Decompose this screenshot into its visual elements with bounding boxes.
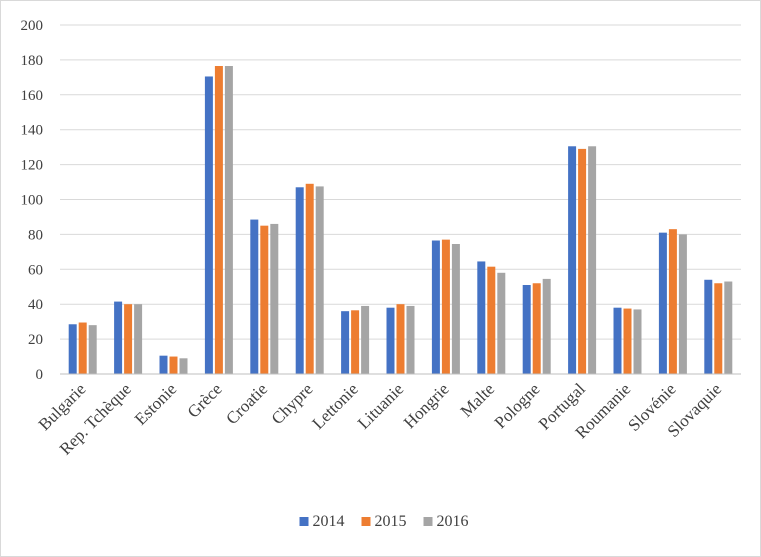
y-tick-label: 120 <box>21 158 44 174</box>
bar-2015 <box>623 308 632 374</box>
bar-2014 <box>613 307 622 374</box>
y-axis-tick-labels: 0 20 40 60 80 100 120 140 160 180 200 <box>21 18 44 383</box>
bar-2016 <box>270 223 279 374</box>
y-tick-label: 100 <box>21 193 44 209</box>
legend: 2014 2015 2016 <box>299 513 469 530</box>
bar-2015 <box>714 283 723 374</box>
bar-2014 <box>114 301 123 374</box>
bar-2016 <box>497 272 506 374</box>
bar-2014 <box>204 76 213 374</box>
x-category-label: Croatie <box>222 379 271 428</box>
bar-2016 <box>224 66 233 374</box>
bar-2015 <box>441 239 450 374</box>
x-category-label: Estonie <box>131 379 180 428</box>
y-tick-label: 20 <box>28 332 43 348</box>
y-tick-label: 160 <box>21 88 44 104</box>
bar-2015 <box>487 266 496 374</box>
y-tick-label: 60 <box>28 262 43 278</box>
legend-label: 2016 <box>437 513 469 530</box>
bar-2016 <box>134 304 143 374</box>
bar-2016 <box>361 305 370 374</box>
bar-2016 <box>179 358 188 374</box>
bar-2015 <box>124 304 133 374</box>
bars <box>68 66 733 374</box>
y-tick-label: 40 <box>28 297 43 313</box>
x-category-label: Pologne <box>491 379 544 432</box>
bar-2015 <box>260 225 269 374</box>
bar-2015 <box>396 304 405 374</box>
bar-2016 <box>678 234 687 374</box>
y-tick-label: 0 <box>36 367 44 383</box>
legend-label: 2015 <box>375 513 407 530</box>
x-category-label: Malte <box>457 379 498 420</box>
bar-2014 <box>341 311 350 374</box>
x-category-label: Grèce <box>184 379 226 421</box>
bar-2014 <box>386 307 395 374</box>
bar-2014 <box>522 285 531 374</box>
legend-swatch <box>423 517 433 526</box>
bar-2016 <box>633 309 642 374</box>
bar-2016 <box>724 281 733 374</box>
y-tick-label: 180 <box>21 53 44 69</box>
bar-2016 <box>588 146 597 374</box>
bar-2014 <box>250 219 259 374</box>
x-category-label: Lettonie <box>308 379 361 432</box>
bar-2015 <box>214 66 223 374</box>
bar-2016 <box>88 325 97 374</box>
x-category-label: Hongrie <box>400 379 453 432</box>
bar-2014 <box>658 232 667 374</box>
legend-swatch <box>361 517 371 526</box>
bar-2015 <box>305 183 314 374</box>
bar-2016 <box>315 186 324 374</box>
bar-2015 <box>78 322 87 374</box>
bar-2014 <box>68 324 77 374</box>
bar-2014 <box>568 146 577 374</box>
bar-2015 <box>351 310 360 374</box>
y-tick-label: 80 <box>28 227 43 243</box>
y-tick-label: 140 <box>21 123 44 139</box>
legend-swatch <box>299 517 309 526</box>
bar-2014 <box>477 261 486 374</box>
bar-2014 <box>704 279 713 374</box>
bar-2015 <box>578 148 587 374</box>
bar-2015 <box>169 356 178 374</box>
y-tick-label: 200 <box>21 18 44 34</box>
bar-2015 <box>668 229 677 374</box>
bar-2016 <box>542 278 551 374</box>
bar-2016 <box>406 305 415 374</box>
bar-2016 <box>451 243 460 374</box>
x-category-label: Lituanie <box>354 379 407 432</box>
bar-2014 <box>159 355 168 374</box>
bar-2014 <box>295 187 304 374</box>
bar-2015 <box>532 283 541 374</box>
bar-2014 <box>431 240 440 374</box>
gridlines <box>60 24 741 340</box>
legend-label: 2014 <box>313 513 345 530</box>
